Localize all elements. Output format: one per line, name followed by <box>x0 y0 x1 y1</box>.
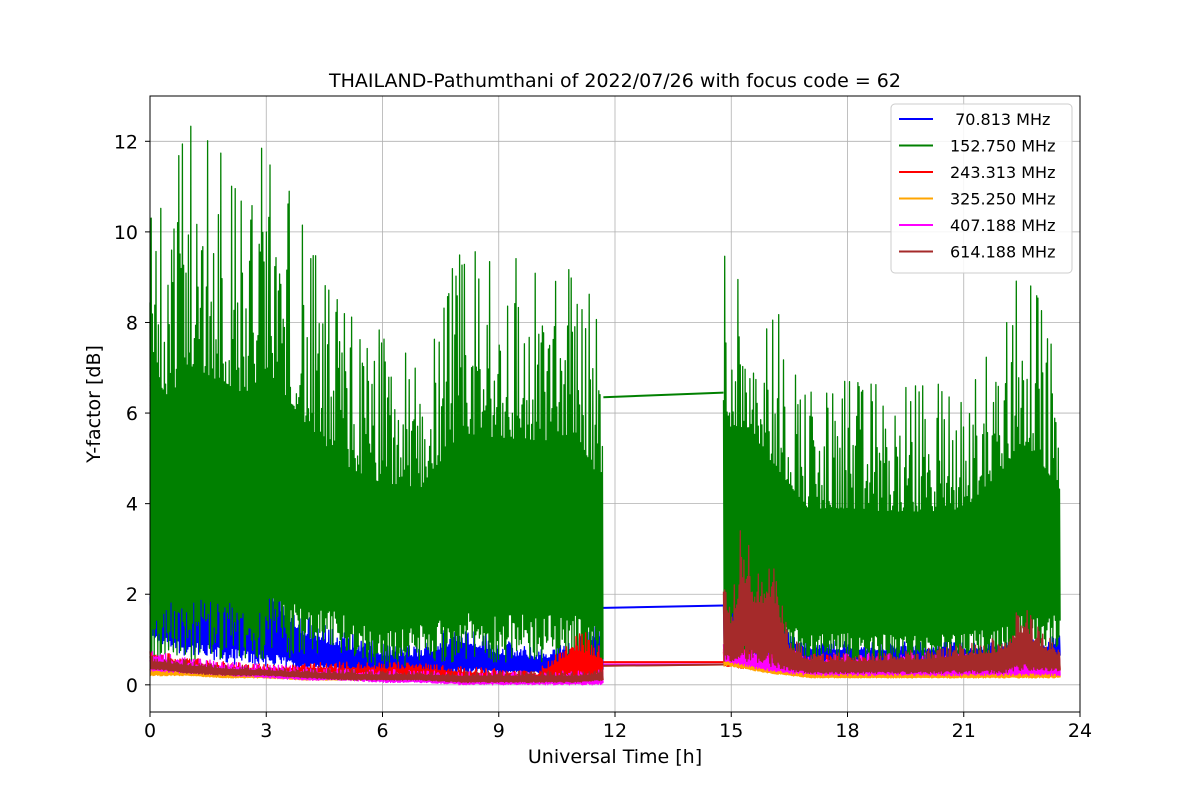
y-tick-label: 6 <box>126 403 138 425</box>
series-trace <box>149 125 604 671</box>
legend-box <box>890 103 1073 274</box>
x-tick-label: 21 <box>952 720 976 742</box>
series-layer <box>149 125 1061 686</box>
x-tick-label: 9 <box>493 720 505 742</box>
legend-label: 152.750 MHz <box>950 137 1055 156</box>
y-tick-label: 0 <box>126 675 138 697</box>
legend-label: 614.188 MHz <box>950 243 1055 262</box>
y-axis-label: Y-factor [dB] <box>83 345 105 464</box>
y-tick-label: 2 <box>126 584 138 606</box>
series-6 <box>149 530 1061 684</box>
x-tick-label: 15 <box>719 720 743 742</box>
y-tick-label: 8 <box>126 312 138 334</box>
legend-label: 243.313 MHz <box>950 163 1055 182</box>
x-axis-label: Universal Time [h] <box>528 746 702 768</box>
x-tick-label: 12 <box>603 720 627 742</box>
chart-title: THAILAND-Pathumthani of 2022/07/26 with … <box>328 70 901 92</box>
series-gap-bridge <box>603 604 724 609</box>
y-tick-label: 4 <box>126 494 138 516</box>
legend-label: 70.813 MHz <box>950 110 1050 129</box>
y-tick-label: 12 <box>114 131 138 153</box>
x-tick-label: 0 <box>144 720 156 742</box>
x-tick-label: 24 <box>1068 720 1092 742</box>
x-tick-label: 3 <box>260 720 272 742</box>
series-trace <box>722 255 1061 668</box>
series-trace <box>149 655 604 684</box>
y-tick-label: 10 <box>114 222 138 244</box>
x-tick-label: 18 <box>835 720 859 742</box>
series-trace <box>722 530 1061 675</box>
series-2 <box>149 125 1061 671</box>
legend-label: 407.188 MHz <box>950 216 1055 235</box>
x-tick-label: 6 <box>376 720 388 742</box>
legend[interactable]: 70.813 MHz 152.750 MHz 243.313 MHz 325.250 … <box>890 103 1073 274</box>
series-gap-bridge <box>603 663 724 667</box>
legend-label: 325.250 MHz <box>950 190 1055 209</box>
series-gap-bridge <box>603 391 724 399</box>
